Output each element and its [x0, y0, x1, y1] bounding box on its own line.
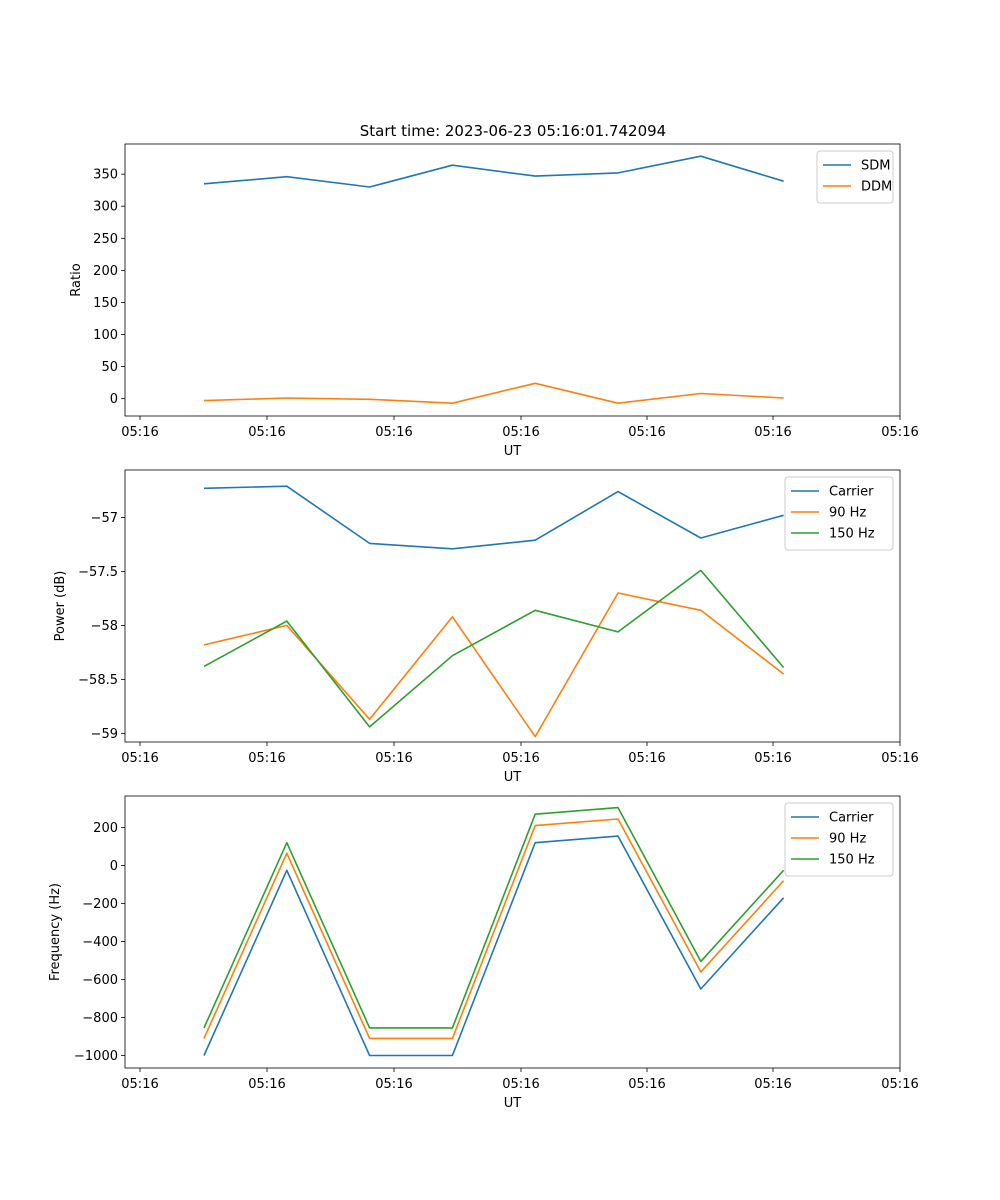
- x-tick-label: 05:16: [754, 1077, 791, 1092]
- x-tick-label: 05:16: [881, 425, 918, 440]
- y-tick-label: 250: [93, 232, 118, 247]
- chart-panel-1: 0 50 100 150 200 250 300 350 05:16 05:16 05:16 05:1…: [69, 143, 919, 459]
- x-tick-label: 05:16: [881, 1077, 918, 1092]
- y-tick-label: −58.5: [78, 673, 118, 688]
- legend-entry-150-hz: 150 Hz: [829, 853, 875, 868]
- legend-entry-90-hz: 90 Hz: [829, 506, 866, 521]
- y-tick-label: −59: [91, 727, 118, 742]
- figure-title: Start time: 2023-06-23 05:16:01.742094: [360, 122, 666, 140]
- legend: Carrier 90 Hz 150 Hz: [784, 802, 894, 877]
- x-tick-label: 05:16: [248, 751, 285, 766]
- x-tick-label: 05:16: [375, 751, 412, 766]
- y-axis-label: Frequency (Hz): [48, 883, 63, 981]
- x-tick-label: 05:16: [881, 751, 918, 766]
- legend: Carrier 90 Hz 150 Hz: [784, 476, 894, 551]
- legend: SDM DDM: [816, 150, 894, 204]
- x-axis-label: UT: [504, 770, 522, 785]
- axes-frame: [124, 795, 901, 1069]
- x-tick-label: 05:16: [754, 751, 791, 766]
- y-tick-label: 200: [93, 821, 118, 836]
- legend-entry-carrier: Carrier: [829, 811, 874, 826]
- legend-entry-ddm: DDM: [861, 180, 892, 195]
- x-tick-label: 05:16: [628, 1077, 665, 1092]
- axes-frame: [124, 469, 901, 743]
- series-line-ddm: [203, 382, 784, 405]
- x-tick-label: 05:16: [121, 1077, 158, 1092]
- y-tick-label: −57.5: [78, 565, 118, 580]
- x-tick-label: 05:16: [628, 425, 665, 440]
- x-axis-label: UT: [504, 444, 522, 459]
- y-tick-label: 0: [110, 392, 118, 407]
- y-tick-label: −600: [82, 973, 118, 988]
- x-tick-label: 05:16: [375, 425, 412, 440]
- x-tick-label: 05:16: [121, 751, 158, 766]
- y-axis-label: Power (dB): [53, 571, 68, 642]
- x-tick-label: 05:16: [754, 425, 791, 440]
- series-line-150-hz: [203, 806, 785, 1029]
- legend-entry-90-hz: 90 Hz: [829, 832, 866, 847]
- series-line-carrier: [203, 485, 784, 550]
- y-tick-label: −800: [82, 1011, 118, 1026]
- x-tick-label: 05:16: [121, 425, 158, 440]
- legend-entry-sdm: SDM: [861, 159, 890, 174]
- y-tick-label: −57: [91, 511, 118, 526]
- y-tick-label: 150: [93, 296, 118, 311]
- y-tick-label: 0: [110, 859, 118, 874]
- x-tick-label: 05:16: [628, 751, 665, 766]
- x-tick-label: 05:16: [502, 1077, 539, 1092]
- y-tick-label: 200: [93, 264, 118, 279]
- y-tick-label: 100: [93, 328, 118, 343]
- series-line-carrier: [203, 835, 785, 1057]
- y-tick-label: −1000: [74, 1049, 118, 1064]
- x-tick-label: 05:16: [502, 751, 539, 766]
- legend-entry-carrier: Carrier: [829, 485, 874, 500]
- series-line-90-hz: [203, 592, 785, 738]
- y-tick-label: −400: [82, 935, 118, 950]
- y-tick-label: 350: [93, 168, 118, 183]
- x-tick-label: 05:16: [502, 425, 539, 440]
- y-tick-label: 50: [101, 360, 118, 375]
- x-axis-label: UT: [504, 1096, 522, 1111]
- legend-box: [784, 802, 894, 877]
- legend-box: [816, 150, 894, 204]
- y-tick-label: 300: [93, 200, 118, 215]
- legend-box: [784, 476, 894, 551]
- y-tick-label: −58: [91, 619, 118, 634]
- series-line-sdm: [203, 155, 784, 188]
- legend-entry-150-hz: 150 Hz: [829, 527, 875, 542]
- series-line-150-hz: [203, 569, 785, 728]
- series-line-90-hz: [203, 818, 785, 1040]
- x-tick-label: 05:16: [248, 425, 285, 440]
- y-tick-label: −200: [82, 897, 118, 912]
- chart-panel-2: −59 −58.5 −58 −57.5 −57 05:16 05:16 05:16 05:16 0…: [53, 469, 919, 785]
- x-tick-label: 05:16: [248, 1077, 285, 1092]
- axes-frame: [124, 143, 901, 417]
- y-axis-label: Ratio: [69, 263, 84, 296]
- chart-panel-3: −1000 −800 −600 −400 −200 0 200 05:16 05:16 05:16…: [48, 795, 919, 1111]
- x-tick-label: 05:16: [375, 1077, 412, 1092]
